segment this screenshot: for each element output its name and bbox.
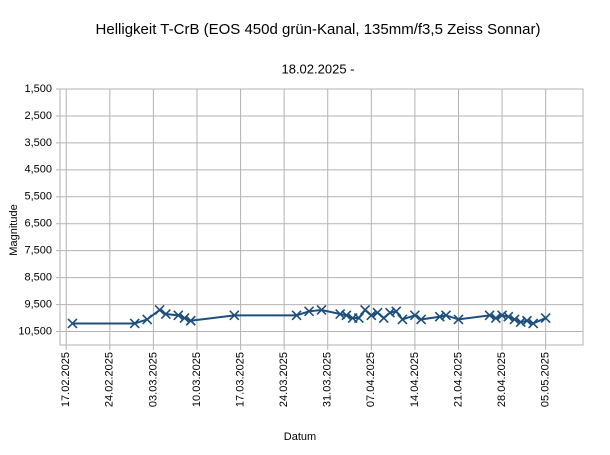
x-tick-label: 21.04.2025 (452, 352, 464, 407)
y-tick-label: 6,500 (24, 218, 52, 230)
chart-subtitle: 18.02.2025 - (281, 61, 354, 76)
data-point (142, 314, 153, 325)
y-tick-label: 8,500 (24, 272, 52, 284)
data-point (316, 304, 327, 316)
data-point (503, 311, 514, 322)
x-tick-label: 03.03.2025 (147, 352, 159, 407)
y-tick-label: 9,500 (24, 298, 52, 310)
y-tick-label: 4,500 (24, 164, 52, 176)
x-tick-label: 28.04.2025 (496, 352, 508, 407)
data-point (528, 318, 539, 329)
data-point (185, 315, 196, 326)
x-tick-label: 17.02.2025 (60, 352, 72, 407)
plot-area (59, 88, 584, 346)
y-tick-label: 2,500 (24, 110, 52, 122)
data-point (173, 310, 184, 321)
x-tick-label: 24.02.2025 (104, 352, 116, 407)
data-point (303, 306, 315, 317)
data-point (490, 312, 501, 324)
data-point (67, 318, 78, 329)
data-point (453, 314, 464, 325)
data-point (129, 318, 140, 329)
x-tick-label: 14.04.2025 (409, 352, 421, 407)
x-tick-label: 31.03.2025 (322, 352, 334, 407)
data-point (484, 310, 495, 321)
data-point (353, 312, 364, 324)
data-point (540, 312, 551, 324)
x-tick-label: 10.03.2025 (191, 352, 203, 407)
data-point (416, 314, 427, 325)
data-point (154, 304, 165, 316)
y-tick-label: 7,500 (24, 245, 52, 257)
data-point (409, 310, 420, 321)
y-axis-label: Magnitude (8, 204, 20, 255)
data-point (179, 312, 190, 324)
y-tick-label: 10,500 (18, 325, 52, 337)
data-point (391, 306, 402, 317)
x-tick-label: 05.05.2025 (540, 352, 552, 407)
data-point (366, 310, 377, 321)
data-point (291, 310, 302, 321)
data-point (509, 314, 520, 325)
x-axis-label: Datum (284, 431, 316, 443)
x-tick-label: 24.03.2025 (278, 352, 290, 407)
x-tick-label: 17.03.2025 (234, 352, 246, 407)
chart-title: Helligkeit T-CrB (EOS 450d grün-Kanal, 1… (96, 21, 541, 38)
x-tick-label: 07.04.2025 (365, 352, 377, 407)
y-tick-label: 1,500 (24, 83, 52, 95)
y-tick-label: 3,500 (24, 137, 52, 149)
data-point (229, 310, 240, 321)
data-point (521, 315, 533, 326)
data-point (341, 310, 352, 321)
data-point (397, 314, 408, 325)
data-point (440, 310, 452, 321)
data-point (160, 308, 171, 320)
y-tick-label: 5,500 (24, 191, 52, 203)
